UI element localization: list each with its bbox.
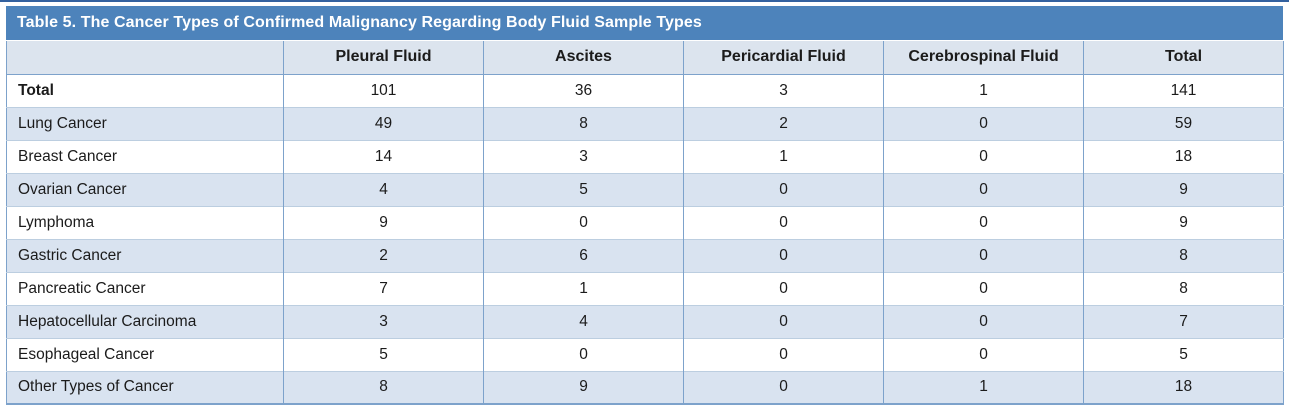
data-cell: 8 [483, 106, 684, 140]
top-divider [0, 0, 1289, 2]
data-cell: 14 [283, 139, 484, 173]
table-row: Lymphoma 9 0 0 0 9 [6, 205, 1284, 239]
column-header [6, 41, 284, 75]
data-cell: 8 [283, 370, 484, 404]
data-cell: 0 [683, 370, 884, 404]
data-cell: 1 [483, 271, 684, 305]
data-table: Pleural Fluid Ascites Pericardial Fluid Cer… [6, 41, 1284, 405]
table-row: Esophageal Cancer 5 0 0 0 5 [6, 337, 1284, 371]
row-label: Esophageal Cancer [6, 337, 284, 371]
data-cell: 9 [1083, 172, 1284, 206]
data-cell: 8 [1083, 238, 1284, 272]
table-row: Pancreatic Cancer 7 1 0 0 8 [6, 271, 1284, 305]
table-row: Ovarian Cancer 4 5 0 0 9 [6, 172, 1284, 206]
data-cell: 4 [283, 172, 484, 206]
data-cell: 0 [883, 106, 1084, 140]
data-cell: 0 [483, 337, 684, 371]
data-cell: 2 [683, 106, 884, 140]
data-cell: 0 [883, 172, 1084, 206]
row-label: Lymphoma [6, 205, 284, 239]
data-cell: 36 [483, 74, 684, 107]
column-header: Pleural Fluid [283, 41, 484, 75]
data-cell: 0 [883, 271, 1084, 305]
data-cell: 49 [283, 106, 484, 140]
data-cell: 0 [483, 205, 684, 239]
column-header: Total [1083, 41, 1284, 75]
table-row: Breast Cancer 14 3 1 0 18 [6, 139, 1284, 173]
data-cell: 4 [483, 304, 684, 338]
data-cell: 9 [283, 205, 484, 239]
data-cell: 6 [483, 238, 684, 272]
data-cell: 3 [683, 74, 884, 107]
row-label: Lung Cancer [6, 106, 284, 140]
table-row: Lung Cancer 49 8 2 0 59 [6, 106, 1284, 140]
data-cell: 0 [683, 172, 884, 206]
data-cell: 0 [683, 205, 884, 239]
table-row: Hepatocellular Carcinoma 3 4 0 0 7 [6, 304, 1284, 338]
table-caption: Table 5. The Cancer Types of Confirmed M… [6, 6, 1283, 40]
data-cell: 3 [483, 139, 684, 173]
data-cell: 0 [683, 337, 884, 371]
data-cell: 5 [1083, 337, 1284, 371]
data-cell: 7 [1083, 304, 1284, 338]
data-cell: 1 [883, 370, 1084, 404]
data-cell: 8 [1083, 271, 1284, 305]
data-cell: 141 [1083, 74, 1284, 107]
data-cell: 0 [883, 337, 1084, 371]
data-cell: 9 [1083, 205, 1284, 239]
data-cell: 18 [1083, 139, 1284, 173]
table-body: Total 101 36 3 1 141 Lung Cancer 49 8 2 0 59 Breast … [6, 74, 1284, 404]
data-cell: 0 [683, 238, 884, 272]
data-cell: 1 [883, 74, 1084, 107]
column-header: Ascites [483, 41, 684, 75]
row-label: Hepatocellular Carcinoma [6, 304, 284, 338]
row-label: Other Types of Cancer [6, 370, 284, 404]
row-label: Pancreatic Cancer [6, 271, 284, 305]
column-header-row: Pleural Fluid Ascites Pericardial Fluid Cer… [6, 41, 1284, 75]
data-cell: 0 [883, 304, 1084, 338]
table-row: Gastric Cancer 2 6 0 0 8 [6, 238, 1284, 272]
row-label: Breast Cancer [6, 139, 284, 173]
column-header: Cerebrospinal Fluid [883, 41, 1084, 75]
row-label: Total [18, 81, 54, 99]
data-cell: 0 [683, 304, 884, 338]
table5-container: Table 5. The Cancer Types of Confirmed M… [6, 6, 1284, 405]
data-cell: 5 [483, 172, 684, 206]
data-cell: 101 [283, 74, 484, 107]
table-row: Other Types of Cancer 8 9 0 1 18 [6, 370, 1284, 404]
data-cell: 18 [1083, 370, 1284, 404]
column-header: Pericardial Fluid [683, 41, 884, 75]
table-row: Total 101 36 3 1 141 [7, 74, 1284, 107]
data-cell: 0 [683, 271, 884, 305]
data-cell: 5 [283, 337, 484, 371]
row-label: Gastric Cancer [6, 238, 284, 272]
data-cell: 9 [483, 370, 684, 404]
row-label: Ovarian Cancer [6, 172, 284, 206]
data-cell: 0 [883, 205, 1084, 239]
data-cell: 0 [883, 238, 1084, 272]
data-cell: 1 [683, 139, 884, 173]
data-cell: 59 [1083, 106, 1284, 140]
data-cell: 2 [283, 238, 484, 272]
data-cell: 3 [283, 304, 484, 338]
data-cell: 7 [283, 271, 484, 305]
data-cell: 0 [883, 139, 1084, 173]
